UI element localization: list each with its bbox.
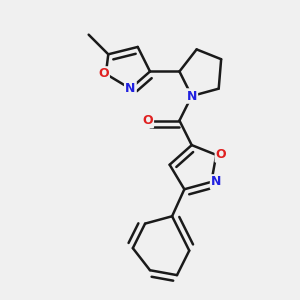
- Text: N: N: [125, 82, 136, 95]
- Text: O: O: [216, 148, 226, 161]
- Text: N: N: [211, 176, 221, 188]
- Text: O: O: [142, 114, 153, 127]
- Text: N: N: [187, 89, 197, 103]
- Text: O: O: [98, 68, 109, 80]
